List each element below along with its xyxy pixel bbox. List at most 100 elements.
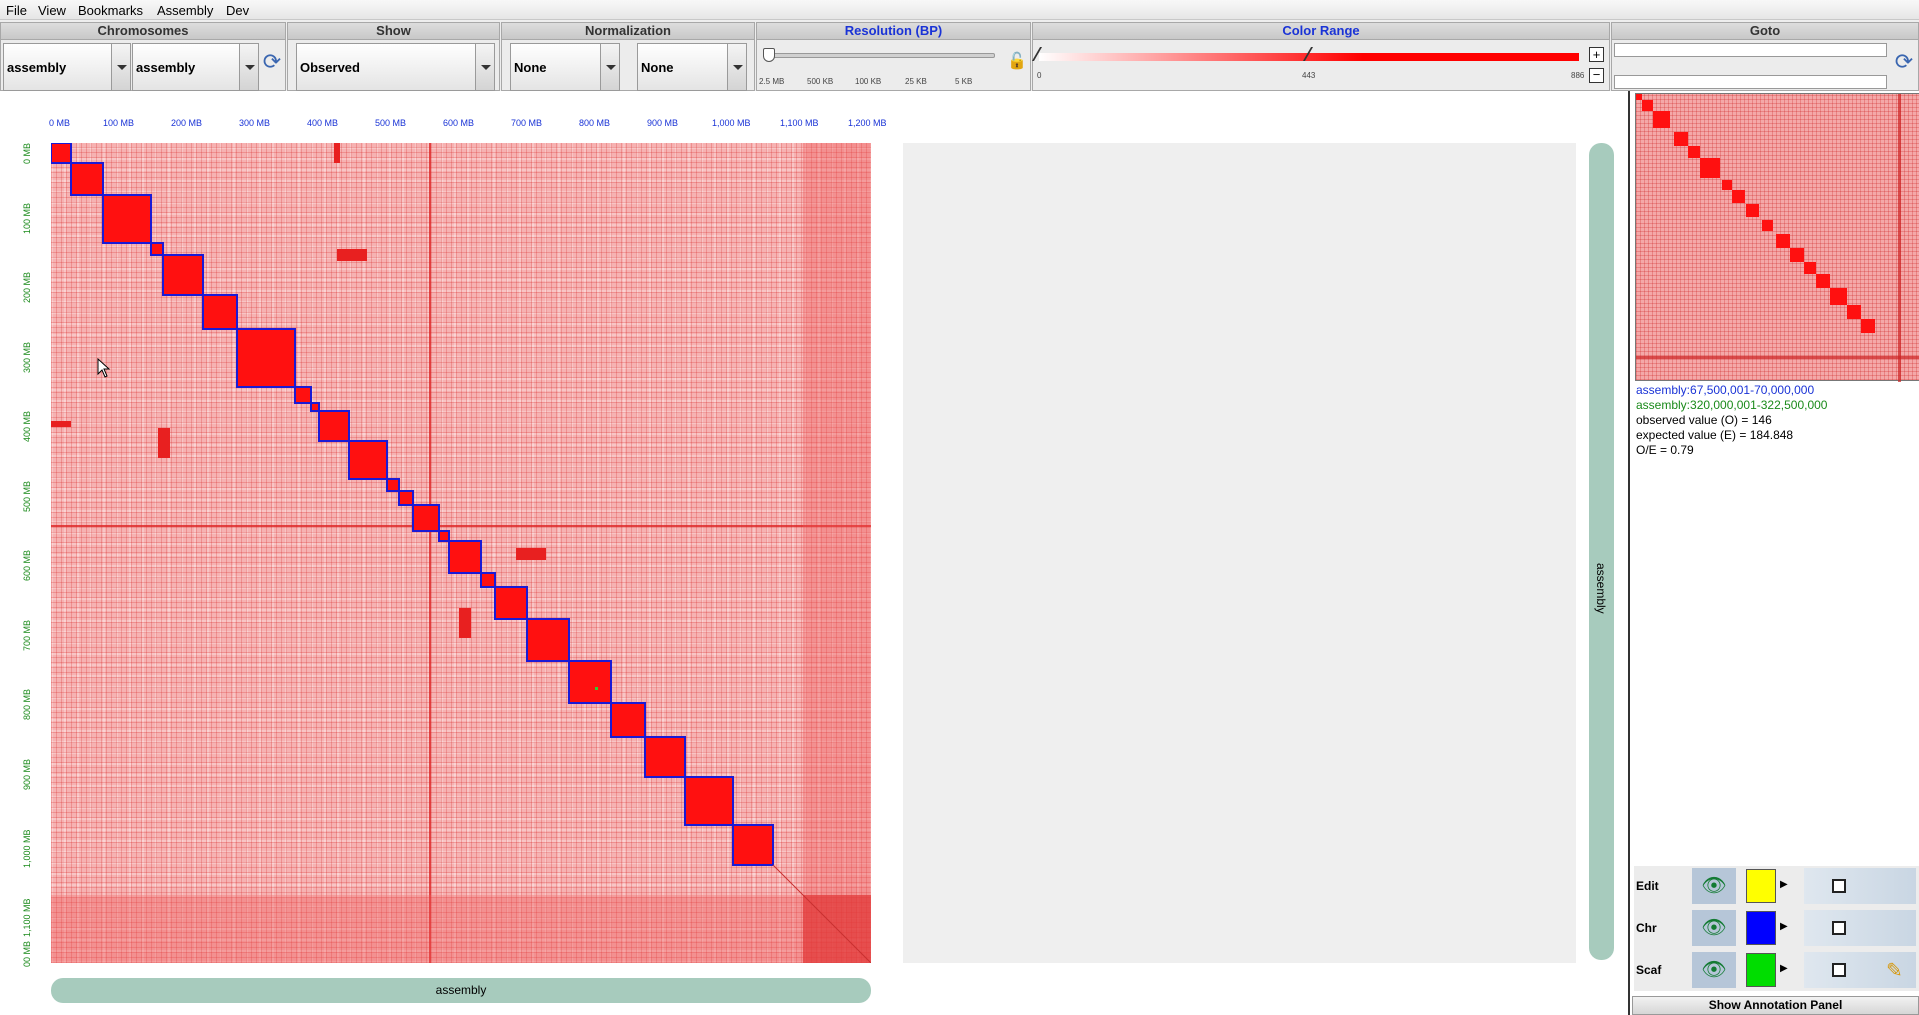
chromosome1-select[interactable]: assembly: [3, 43, 131, 91]
pencil-icon[interactable]: ✎: [1886, 960, 1903, 982]
color-range-plus-button[interactable]: +: [1589, 47, 1604, 62]
chevron-down-icon: [727, 44, 746, 90]
top-axis-tick: 700 MB: [511, 118, 543, 128]
display-option-select[interactable]: Observed: [296, 43, 495, 91]
contact-map[interactable]: [51, 143, 871, 963]
color-range-gradient: [1039, 53, 1579, 61]
chr-block: [438, 530, 450, 542]
refresh-icon[interactable]: ⟳: [262, 49, 282, 74]
offdiag-blob: [158, 428, 170, 458]
bottom-track[interactable]: assembly: [51, 978, 871, 1003]
diagonal-line: [772, 864, 871, 963]
normalization-select-2[interactable]: None: [637, 43, 747, 91]
chr-block: [294, 386, 312, 404]
menu-assembly[interactable]: Assembly: [157, 3, 214, 18]
stripe-horizontal: [51, 525, 871, 527]
left-axis-tick: 700 MB: [22, 619, 32, 651]
empty-track-area: [903, 143, 1576, 963]
chr-block: [236, 328, 296, 388]
color-range-min-label: 0: [1037, 71, 1042, 80]
resolution-tick: 25 KB: [905, 77, 927, 86]
left-axis-tick: 200 MB: [22, 271, 32, 303]
layer-color-swatch[interactable]: [1746, 953, 1776, 987]
chr-block: [318, 410, 350, 442]
chr-block: [102, 194, 152, 244]
left-axis-tick: 600 MB: [22, 549, 32, 581]
info-x-position: assembly:67,500,001-70,000,000: [1636, 383, 1815, 397]
mouse-cursor-icon: [97, 358, 111, 378]
goto-refresh-icon[interactable]: ⟳: [1894, 49, 1914, 74]
chr-block: [412, 504, 440, 532]
menu-view[interactable]: View: [38, 3, 66, 18]
layer-option-button[interactable]: [1804, 910, 1916, 946]
right-track[interactable]: assembly: [1589, 143, 1614, 960]
layer-color-swatch[interactable]: [1746, 911, 1776, 945]
normalization-panel: Normalization None None: [501, 22, 755, 91]
normalization-select-1[interactable]: None: [510, 43, 620, 91]
show-panel: Show Observed: [287, 22, 500, 91]
resolution-tick: 2.5 MB: [759, 77, 785, 86]
info-expected: expected value (E) = 184.848: [1636, 428, 1794, 442]
color-range-minus-button[interactable]: −: [1589, 68, 1604, 83]
chevron-down-icon: [600, 44, 619, 90]
goto-panel: Goto ⟳: [1611, 22, 1919, 91]
layer-color-swatch[interactable]: [1746, 869, 1776, 903]
show-annotation-panel-button[interactable]: Show Annotation Panel: [1632, 996, 1919, 1015]
chr-block: [732, 824, 774, 866]
eye-icon[interactable]: 👁: [1692, 910, 1736, 946]
chr-block: [398, 490, 414, 506]
menu-bookmarks[interactable]: Bookmarks: [78, 3, 144, 18]
top-axis-tick: 300 MB: [239, 118, 271, 128]
info-oe: O/E = 0.79: [1636, 443, 1694, 457]
layer-row-scaf: Scaf 👁 ▶ ✎: [1634, 950, 1919, 990]
chromosome-blocks: [51, 143, 774, 866]
left-axis-tick: 00 MB: [22, 940, 32, 967]
layer-option-button[interactable]: ✎: [1804, 952, 1916, 988]
caret-right-icon[interactable]: ▶: [1780, 963, 1788, 974]
lock-icon[interactable]: 🔓: [1007, 53, 1027, 70]
caret-right-icon[interactable]: ▶: [1780, 921, 1788, 932]
layer-name: Chr: [1636, 921, 1657, 935]
info-observed: observed value (O) = 146: [1636, 413, 1772, 427]
top-axis-tick: 1,200 MB: [848, 118, 887, 128]
resolution-slider-thumb[interactable]: [763, 48, 775, 62]
chr-block: [526, 618, 570, 662]
goto-input-1[interactable]: [1614, 43, 1887, 57]
left-axis-tick: 100 MB: [22, 202, 32, 234]
chr-block: [51, 143, 72, 164]
layer-name: Scaf: [1636, 963, 1662, 977]
left-axis-tick: 400 MB: [22, 410, 32, 442]
chevron-down-icon: [475, 44, 494, 90]
eye-icon[interactable]: 👁: [1692, 868, 1736, 904]
left-axis-tick: 500 MB: [22, 480, 32, 512]
bottom-track-label: assembly: [435, 983, 487, 997]
layer-row-chr: Chr 👁 ▶: [1634, 908, 1919, 948]
left-axis-tick: 900 MB: [22, 758, 32, 790]
heatmap-overlay: [51, 143, 871, 963]
eye-icon[interactable]: 👁: [1692, 952, 1736, 988]
stripe-vertical: [429, 143, 431, 963]
top-axis-tick: 600 MB: [443, 118, 475, 128]
toolbar: Chromosomes assembly assembly ⟳ Show Obs…: [0, 20, 1919, 91]
color-range-title: Color Range: [1033, 23, 1609, 40]
chevron-down-icon: [111, 44, 130, 90]
chr-block: [448, 540, 482, 574]
menu-file[interactable]: File: [6, 3, 27, 18]
chr-block: [386, 478, 400, 492]
chromosome2-select[interactable]: assembly: [132, 43, 259, 91]
menu-dev[interactable]: Dev: [226, 3, 250, 18]
chromosome1-value: assembly: [7, 60, 67, 75]
goto-input-2[interactable]: [1614, 75, 1887, 89]
chr-block: [348, 440, 388, 480]
checkbox-icon[interactable]: [1832, 963, 1846, 977]
layer-option-button[interactable]: [1804, 868, 1916, 904]
offdiag-blob: [51, 421, 71, 427]
resolution-slider-track[interactable]: [767, 53, 995, 58]
caret-right-icon[interactable]: ▶: [1780, 879, 1788, 890]
left-axis-tick: 1,100 MB: [22, 898, 32, 937]
chevron-down-icon: [239, 44, 258, 90]
thumbnail-map[interactable]: [1635, 93, 1919, 382]
resolution-title: Resolution (BP): [757, 23, 1030, 40]
checkbox-icon[interactable]: [1832, 921, 1846, 935]
checkbox-icon[interactable]: [1832, 879, 1846, 893]
